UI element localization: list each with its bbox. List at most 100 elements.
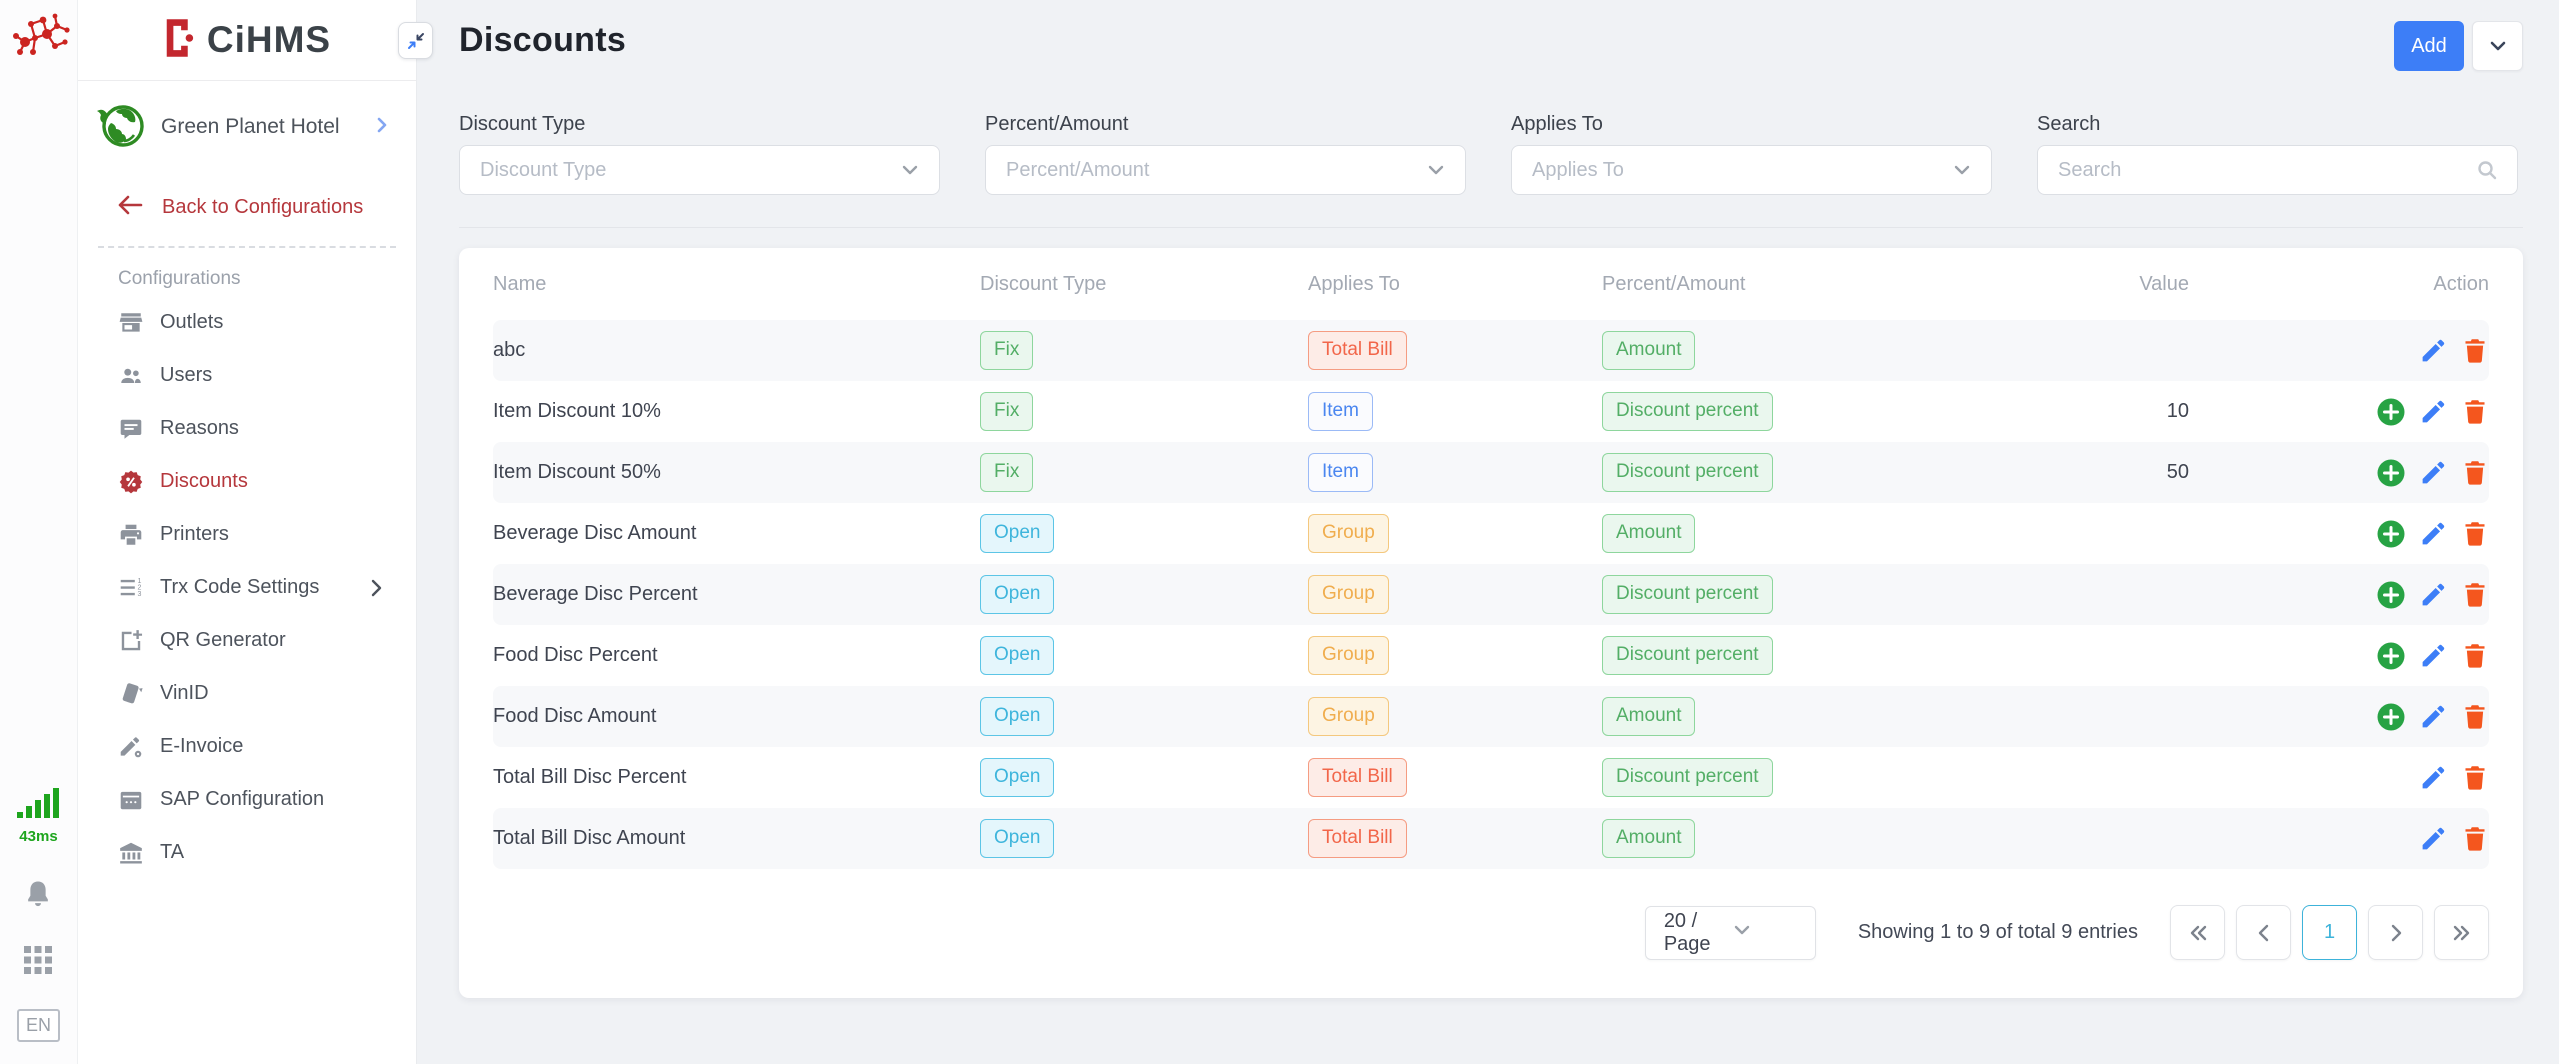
- edit-row-button[interactable]: [2419, 458, 2448, 487]
- pager-first-button[interactable]: [2170, 905, 2225, 960]
- sidebar-item-outlets[interactable]: Outlets: [78, 296, 416, 349]
- calendar-icon: [118, 787, 144, 813]
- filter-label: Discount Type: [459, 113, 586, 135]
- edit-row-button[interactable]: [2419, 580, 2448, 609]
- edit-row-button[interactable]: [2419, 397, 2448, 426]
- delete-row-button[interactable]: [2461, 397, 2489, 426]
- applies-to-select[interactable]: [1511, 145, 1992, 195]
- add-value-button[interactable]: [2376, 519, 2406, 549]
- percent-amount-select[interactable]: [985, 145, 1466, 195]
- cell-percent-amount: Discount percent: [1602, 453, 2002, 492]
- search-field[interactable]: [2058, 158, 2475, 182]
- applies-to-field[interactable]: [1532, 158, 1951, 182]
- status-badge: Total Bill: [1308, 331, 1407, 370]
- add-button[interactable]: Add: [2394, 21, 2464, 71]
- column-header-applies-to: Applies To: [1308, 272, 1400, 295]
- status-badge: Amount: [1602, 697, 1696, 736]
- chevron-down-icon: [899, 159, 921, 181]
- cell-discount-type: Open: [980, 758, 1308, 797]
- cell-applies-to: Item: [1308, 392, 1602, 431]
- sidebar-item-label: SAP Configuration: [160, 788, 325, 810]
- search-input[interactable]: [2037, 145, 2518, 195]
- sidebar-item-discounts[interactable]: Discounts: [78, 455, 416, 508]
- table-row: Item Discount 50% Fix Item Discount percent…: [493, 442, 2489, 503]
- status-badge: Discount percent: [1602, 453, 1773, 492]
- delete-row-button[interactable]: [2461, 519, 2489, 548]
- edit-row-button[interactable]: [2419, 824, 2448, 853]
- sidebar-item-label: QR Generator: [160, 629, 286, 651]
- status-badge: Total Bill: [1308, 819, 1407, 858]
- sidebar-item-printers[interactable]: Printers: [78, 508, 416, 561]
- sidebar-item-sap-configuration[interactable]: SAP Configuration: [78, 773, 416, 826]
- pager-last-button[interactable]: [2434, 905, 2489, 960]
- percent-amount-field[interactable]: [1006, 158, 1425, 182]
- green-globe-icon: [94, 97, 149, 157]
- edit-row-button[interactable]: [2419, 763, 2448, 792]
- delete-row-button[interactable]: [2461, 824, 2489, 853]
- sidebar-nav: Back to Configurations Configurations Ou…: [78, 179, 416, 879]
- add-value-button[interactable]: [2376, 580, 2406, 610]
- delete-row-button[interactable]: [2461, 458, 2489, 487]
- table-row: Beverage Disc Percent Open Group Discount p…: [493, 564, 2489, 625]
- language-switcher[interactable]: EN: [16, 1009, 60, 1042]
- page-size-select[interactable]: 20 / Page: [1644, 905, 1816, 960]
- sidebar-item-ta[interactable]: TA: [78, 826, 416, 879]
- delete-row-button[interactable]: [2461, 641, 2489, 670]
- notifications-bell-icon[interactable]: [23, 879, 53, 911]
- sidebar-item-label: TA: [160, 841, 185, 863]
- sidebar-item-vinid[interactable]: VinID: [78, 667, 416, 720]
- status-badge: Group: [1308, 636, 1389, 675]
- sidebar-item-users[interactable]: Users: [78, 349, 416, 402]
- status-badge: Total Bill: [1308, 758, 1407, 797]
- apps-grid-icon[interactable]: [23, 945, 53, 975]
- add-value-button[interactable]: [2376, 397, 2406, 427]
- edit-row-button[interactable]: [2419, 336, 2448, 365]
- cell-applies-to: Total Bill: [1308, 819, 1602, 858]
- filter-discount-type: Discount Type: [459, 113, 940, 195]
- cell-applies-to: Total Bill: [1308, 758, 1602, 797]
- add-value-button[interactable]: [2376, 458, 2406, 488]
- edit-row-button[interactable]: [2419, 702, 2448, 731]
- delete-row-button[interactable]: [2461, 580, 2489, 609]
- page-title: Discounts: [459, 21, 627, 59]
- add-value-button[interactable]: [2376, 641, 2406, 671]
- sidebar-item-qr-generator[interactable]: QR Generator: [78, 614, 416, 667]
- delete-row-button[interactable]: [2461, 763, 2489, 792]
- cell-name: abc: [493, 339, 526, 361]
- add-dropdown-button[interactable]: [2472, 21, 2523, 71]
- divider: [98, 246, 396, 248]
- pager-next-button[interactable]: [2368, 905, 2423, 960]
- property-selector[interactable]: Green Planet Hotel: [78, 81, 416, 171]
- table-header-row: Name Discount Type Applies To Percent/Amoun…: [493, 248, 2489, 320]
- pager-page-button[interactable]: 1: [2302, 905, 2357, 960]
- sidebar-item-e-invoice[interactable]: E-Invoice: [78, 720, 416, 773]
- column-header-value: Value: [2139, 272, 2189, 295]
- cell-name: Total Bill Disc Percent: [493, 766, 687, 788]
- collapse-sidebar-button[interactable]: [398, 22, 433, 59]
- delete-row-button[interactable]: [2461, 336, 2489, 365]
- chevron-down-icon: [1732, 920, 1801, 946]
- discount-type-select[interactable]: [459, 145, 940, 195]
- delete-row-button[interactable]: [2461, 702, 2489, 731]
- latency-value: 43ms: [19, 828, 58, 845]
- invoice-pen-icon: [118, 734, 144, 760]
- latency-indicator: 43ms: [17, 787, 60, 845]
- back-to-configurations[interactable]: Back to Configurations: [78, 179, 416, 236]
- status-badge: Group: [1308, 575, 1389, 614]
- card-icon: [118, 681, 144, 707]
- sidebar-item-reasons[interactable]: Reasons: [78, 402, 416, 455]
- status-badge: Discount percent: [1602, 758, 1773, 797]
- column-header-percent-amount: Percent/Amount: [1602, 272, 1746, 295]
- status-badge: Amount: [1602, 819, 1696, 858]
- edit-row-button[interactable]: [2419, 519, 2448, 548]
- add-value-button[interactable]: [2376, 702, 2406, 732]
- store-icon: [118, 310, 144, 336]
- discount-type-field[interactable]: [480, 158, 899, 182]
- sidebar-item-trx-code-settings[interactable]: 1 2 3 Trx Code Settings: [78, 561, 416, 614]
- chevron-down-icon: [1951, 159, 1973, 181]
- edit-row-button[interactable]: [2419, 641, 2448, 670]
- status-badge: Group: [1308, 514, 1389, 553]
- sidebar-item-label: Reasons: [160, 417, 239, 439]
- pager-prev-button[interactable]: [2236, 905, 2291, 960]
- pagination-summary: Showing 1 to 9 of total 9 entries: [1857, 921, 2138, 943]
